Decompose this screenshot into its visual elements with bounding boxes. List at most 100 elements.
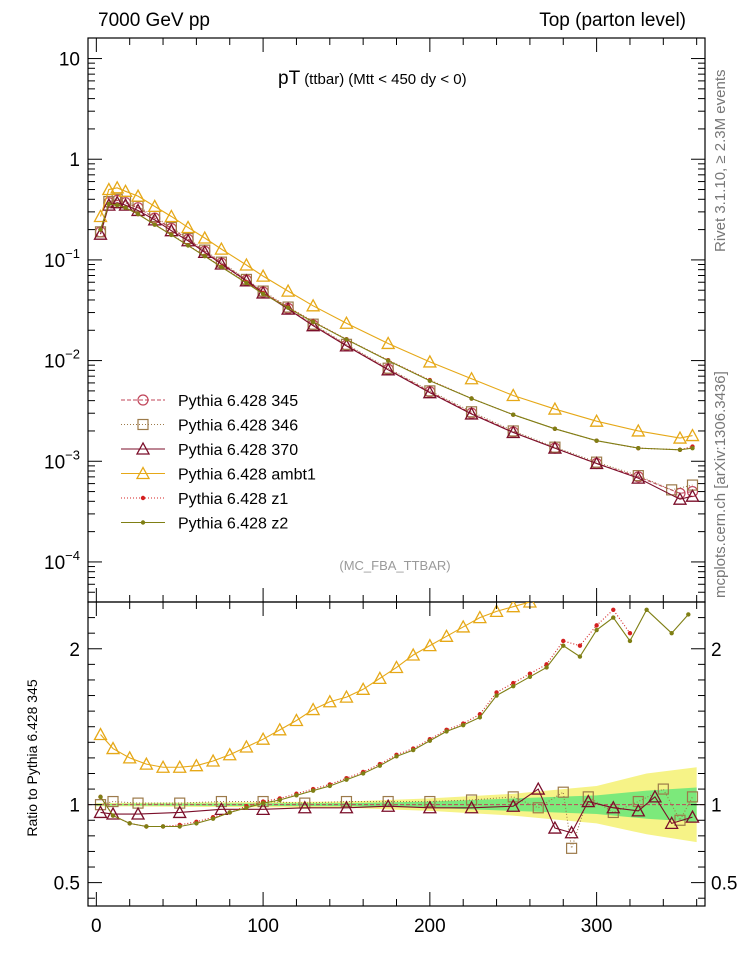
ratio-data-point bbox=[205, 753, 221, 767]
ratio-data-point bbox=[532, 802, 544, 814]
main-data-point bbox=[98, 227, 103, 232]
main-title-main: pT bbox=[278, 68, 301, 89]
main-data-point bbox=[339, 315, 354, 329]
legend-marker bbox=[140, 520, 146, 525]
main-data-point bbox=[589, 456, 604, 470]
main-data-point bbox=[506, 425, 521, 439]
ratio-data-point bbox=[527, 671, 533, 676]
main-data-point bbox=[281, 283, 296, 297]
ratio-data-point bbox=[406, 647, 421, 661]
ratio-ytick-label-right: 1 bbox=[711, 796, 722, 817]
main-series-3 bbox=[93, 180, 700, 444]
main-data-point bbox=[219, 264, 224, 270]
main-data-point bbox=[636, 445, 641, 451]
ratio-data-point bbox=[377, 763, 383, 768]
ratio-data-point bbox=[627, 638, 633, 644]
ratio-data-point bbox=[685, 809, 700, 823]
ratio-ylabel: Ratio to Pythia 6.428 345 bbox=[24, 679, 40, 836]
ratio-data-point bbox=[294, 793, 299, 798]
ratio-ytick-label-left: 1 bbox=[69, 796, 80, 817]
main-data-point bbox=[123, 205, 128, 210]
ratio-data-point bbox=[427, 738, 433, 743]
ratio-data-point bbox=[105, 741, 121, 755]
ratio-ytick-label-right: 0.5 bbox=[711, 874, 737, 895]
ratio-data-point bbox=[647, 789, 663, 803]
legend-label: Pythia 6.428 ambt1 bbox=[178, 467, 316, 484]
ratio-data-point bbox=[227, 810, 232, 815]
main-ytick-label: 10 bbox=[59, 50, 80, 71]
ratio-data-point bbox=[160, 824, 166, 829]
main-data-point bbox=[381, 362, 396, 376]
main-data-point bbox=[685, 488, 700, 502]
legend-label: Pythia 6.428 345 bbox=[178, 393, 298, 410]
ratio-data-point bbox=[489, 603, 504, 618]
main-title: pT (ttbar) (Mtt < 450 dy < 0) bbox=[278, 68, 467, 89]
main-panel: 10 1 10−1 10−2 10−3 10−4 bbox=[44, 37, 706, 603]
ratio-data-point bbox=[422, 800, 437, 814]
ratio-data-point bbox=[356, 681, 371, 695]
main-data-point bbox=[306, 298, 321, 312]
main-data-point bbox=[239, 273, 254, 287]
main-data-point bbox=[427, 378, 433, 383]
main-data-point bbox=[118, 197, 133, 211]
ratio-data-point bbox=[664, 816, 679, 830]
ratio-xtick-label: 0 bbox=[91, 916, 102, 937]
ratio-data-point bbox=[494, 693, 499, 698]
legend-label: Pythia 6.428 z2 bbox=[178, 516, 288, 533]
ratio-data-point bbox=[93, 727, 108, 741]
ratio-data-point bbox=[477, 715, 483, 720]
ratio-data-point bbox=[547, 820, 563, 834]
legend-item-5: Pythia 6.428 z2 bbox=[121, 516, 288, 533]
ratio-data-point bbox=[297, 800, 312, 814]
main-data-point bbox=[631, 423, 646, 437]
ratio-data-point bbox=[577, 643, 583, 648]
main-data-point bbox=[594, 438, 599, 443]
legend-item-0: Pythia 6.428 345 bbox=[121, 393, 298, 410]
legend-marker bbox=[135, 441, 151, 455]
main-data-point bbox=[94, 226, 107, 238]
mcplots-label: mcplots.cern.ch [arXiv:1306.3436] bbox=[712, 371, 729, 598]
ratio-data-point bbox=[506, 602, 521, 613]
main-data-point bbox=[93, 209, 108, 223]
ratio-xtick-label: 200 bbox=[414, 916, 446, 937]
main-data-point bbox=[422, 385, 437, 399]
ratio-data-point bbox=[122, 750, 137, 764]
legend-marker bbox=[135, 466, 151, 480]
ratio-data-point bbox=[327, 783, 332, 789]
main-data-point bbox=[547, 440, 563, 454]
ratio-data-point bbox=[632, 795, 644, 808]
main-series-line bbox=[99, 203, 693, 451]
ratio-panel: 0.5 0.5 1 1 2 2 0 100 200 300 bbox=[54, 601, 737, 937]
ratio-data-point bbox=[565, 842, 578, 854]
main-data-point bbox=[118, 183, 133, 197]
ratio-data-point bbox=[306, 702, 321, 716]
header-right: Top (parton level) bbox=[539, 10, 686, 31]
ratio-data-point bbox=[222, 747, 237, 761]
main-data-point bbox=[93, 226, 108, 240]
ratio-data-point bbox=[611, 615, 616, 620]
ratio-data-point bbox=[606, 800, 621, 814]
ratio-data-point bbox=[381, 798, 396, 812]
main-data-point bbox=[339, 338, 354, 352]
legend-label: Pythia 6.428 z1 bbox=[178, 491, 288, 508]
ratio-data-point bbox=[107, 795, 119, 808]
main-data-point bbox=[674, 487, 686, 499]
ratio-data-point bbox=[507, 791, 519, 803]
ratio-data-point bbox=[657, 783, 669, 795]
ratio-data-point bbox=[674, 814, 686, 826]
main-data-point bbox=[672, 430, 688, 444]
main-title-rest: (Mtt < 450 dy < 0) bbox=[348, 71, 466, 88]
ratio-data-point bbox=[506, 798, 521, 812]
main-ytick-label: 10−4 bbox=[44, 548, 80, 574]
main-data-point bbox=[464, 371, 479, 385]
ratio-data-point bbox=[244, 805, 249, 810]
ratio-data-point bbox=[686, 612, 691, 617]
main-title-paren: (ttbar) bbox=[304, 71, 344, 88]
ratio-data-point bbox=[439, 628, 454, 642]
ratio-data-point bbox=[93, 805, 108, 819]
ratio-data-point bbox=[611, 607, 616, 612]
legend-label: Pythia 6.428 346 bbox=[178, 418, 298, 435]
main-series-line bbox=[99, 187, 693, 439]
ratio-series-4 bbox=[98, 607, 691, 829]
